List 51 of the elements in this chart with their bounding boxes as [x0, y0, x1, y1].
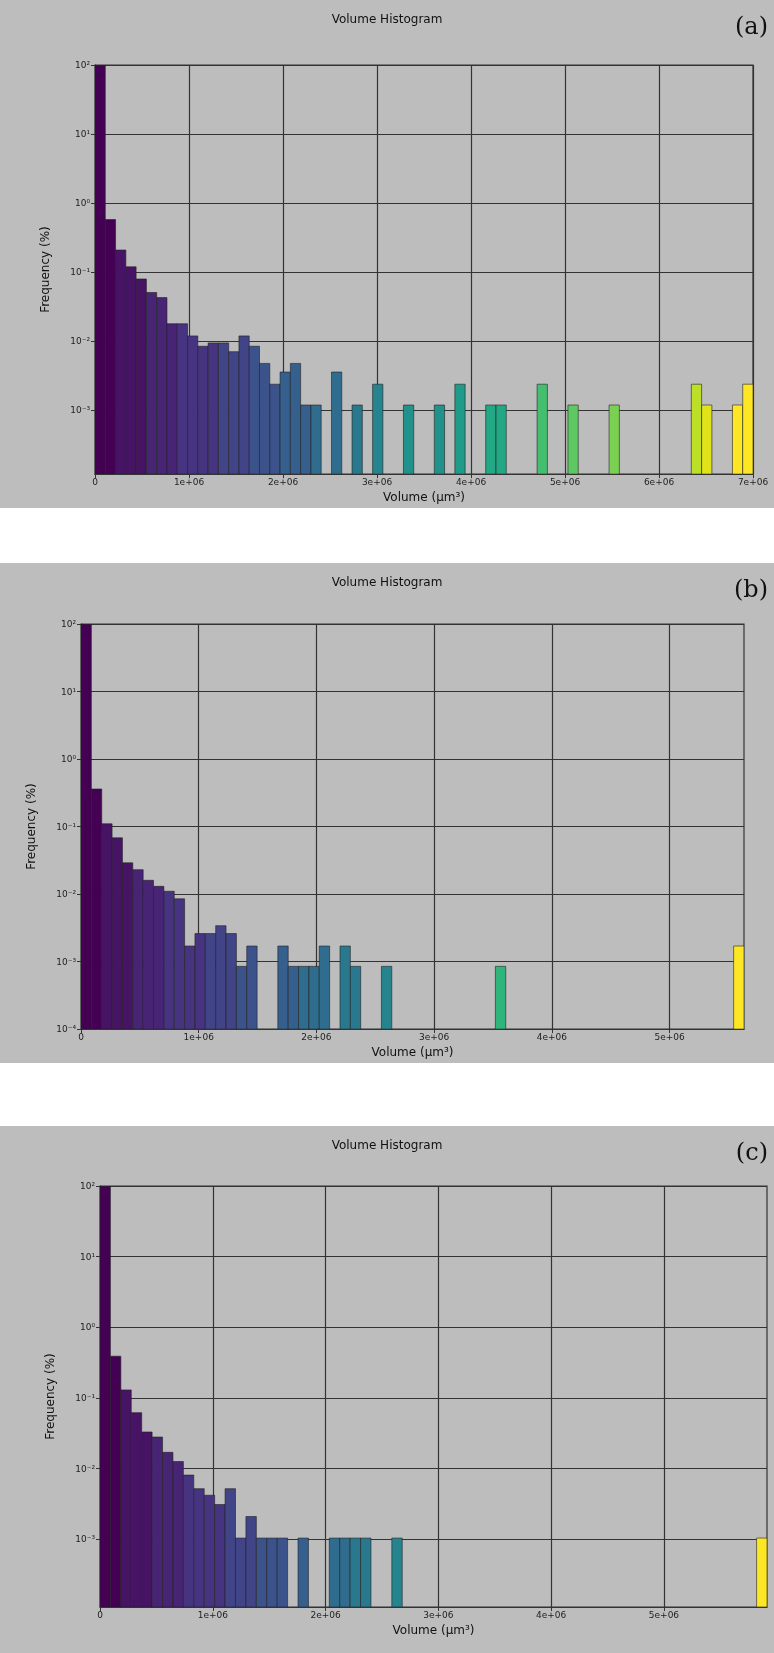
- x-tick-label: 7e+06: [737, 476, 769, 487]
- y-tick-label: 10²: [79, 1181, 96, 1191]
- chart-title: Volume Histogram: [331, 575, 443, 589]
- text: (a): [734, 12, 769, 40]
- x-tick-label: 5e+06: [648, 1609, 680, 1620]
- y-tick-label: 10¹: [79, 1251, 96, 1262]
- y-tick-label: 10⁻⁴: [56, 1024, 77, 1035]
- y-tick-label: 10²: [60, 619, 77, 629]
- y-tick-label: 10⁻²: [56, 889, 77, 900]
- y-tick-label: 10⁻¹: [75, 1392, 96, 1403]
- chart-title: Volume Histogram: [331, 12, 443, 26]
- y-tick-label: 10⁻²: [75, 1463, 96, 1474]
- chart-title: Volume Histogram: [331, 1138, 443, 1152]
- x-tick-label: 1e+06: [197, 1609, 229, 1620]
- y-tick-label: 10⁻²: [70, 336, 91, 347]
- y-tick-label: 10¹: [74, 129, 91, 140]
- y-tick-label: 10⁻¹: [70, 267, 91, 278]
- y-tick-label: 10⁰: [79, 1322, 96, 1333]
- y-tick-label: 10⁻¹: [56, 821, 77, 832]
- x-tick-label: 4e+06: [536, 1031, 568, 1042]
- x-tick-label: 3e+06: [419, 1031, 450, 1042]
- x-tick-label: 0: [97, 1609, 104, 1620]
- x-tick-label: 5e+06: [654, 1031, 685, 1042]
- x-tick-label: 2e+06: [267, 476, 299, 487]
- x-axis-title: Volume (μm³): [392, 1622, 475, 1637]
- y-axis-title: Frequency (%): [43, 1353, 57, 1440]
- text: (b): [733, 575, 768, 603]
- x-tick-label: 1e+06: [173, 476, 205, 487]
- x-tick-label: 4e+06: [536, 1609, 567, 1620]
- x-axis-title: Volume (μm³): [383, 490, 465, 504]
- y-tick-label: 10⁻³: [75, 1534, 96, 1545]
- x-tick-label: 6e+06: [643, 476, 675, 487]
- y-tick-label: 10⁻³: [56, 956, 77, 967]
- y-tick-label: 10⁻³: [70, 405, 91, 416]
- x-tick-label: 0: [92, 476, 99, 487]
- x-tick-label: 1e+06: [183, 1031, 215, 1042]
- x-tick-label: 2e+06: [301, 1031, 332, 1042]
- y-axis-title: Frequency (%): [24, 783, 38, 870]
- x-axis-title: Volume (μm³): [371, 1045, 454, 1059]
- x-tick-label: 2e+06: [310, 1609, 341, 1620]
- y-tick-label: 10¹: [60, 686, 77, 697]
- x-tick-label: 4e+06: [455, 476, 487, 487]
- x-tick-label: 3e+06: [423, 1609, 454, 1620]
- text: (c): [735, 1138, 768, 1166]
- y-tick-label: 10²: [74, 60, 91, 70]
- x-tick-label: 5e+06: [549, 476, 581, 487]
- y-axis-title: Frequency (%): [38, 226, 52, 313]
- x-tick-label: 3e+06: [361, 476, 393, 487]
- y-tick-label: 10⁰: [74, 198, 91, 209]
- y-tick-label: 10⁰: [60, 754, 77, 765]
- x-tick-label: 0: [78, 1031, 85, 1042]
